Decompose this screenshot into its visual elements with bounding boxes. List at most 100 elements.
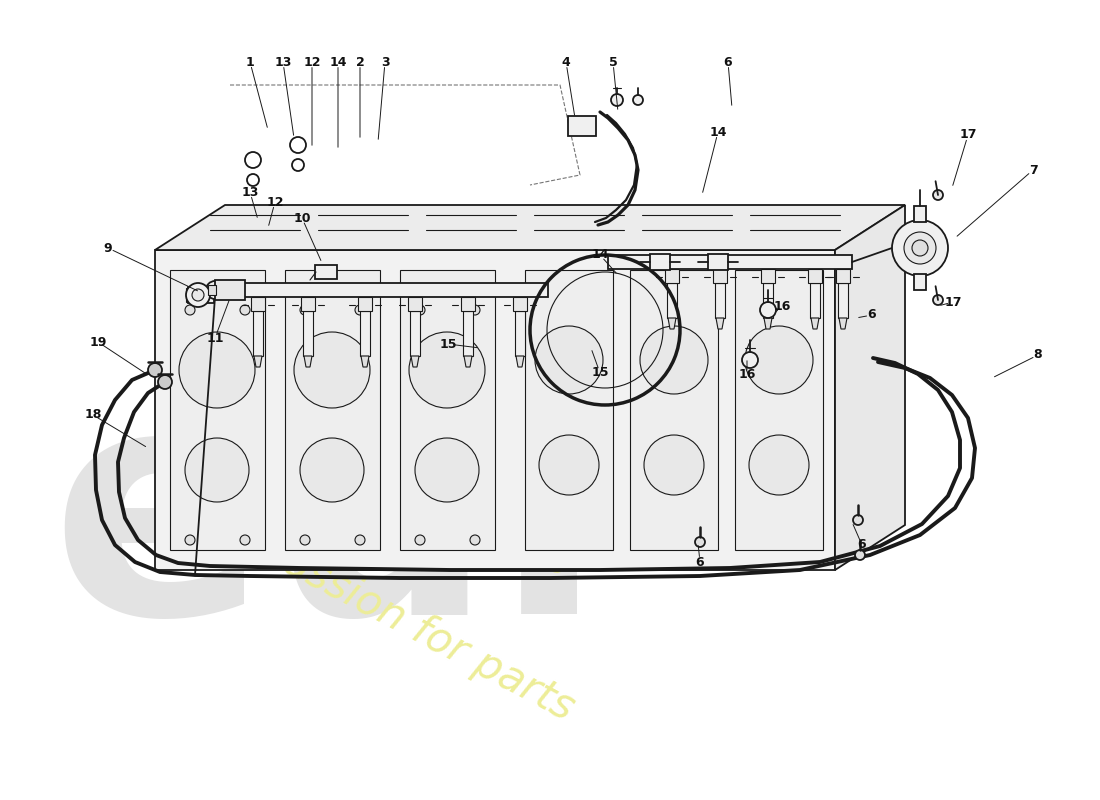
Circle shape xyxy=(294,332,370,408)
Text: 16: 16 xyxy=(738,369,756,382)
Circle shape xyxy=(415,438,478,502)
Circle shape xyxy=(892,220,948,276)
Circle shape xyxy=(355,535,365,545)
Text: 13: 13 xyxy=(274,55,292,69)
Text: 5: 5 xyxy=(608,55,617,69)
Bar xyxy=(400,270,495,550)
Circle shape xyxy=(192,289,204,301)
Polygon shape xyxy=(668,318,676,329)
Circle shape xyxy=(470,535,480,545)
Bar xyxy=(410,311,420,356)
Bar xyxy=(515,311,525,356)
Text: 6: 6 xyxy=(724,55,733,69)
Bar xyxy=(708,254,728,270)
Polygon shape xyxy=(835,205,905,570)
Circle shape xyxy=(855,550,865,560)
Bar xyxy=(461,297,475,311)
Circle shape xyxy=(300,535,310,545)
Circle shape xyxy=(912,240,928,256)
Bar xyxy=(650,254,670,270)
Bar xyxy=(463,311,473,356)
Circle shape xyxy=(248,174,258,186)
Text: 4: 4 xyxy=(562,55,571,69)
Bar xyxy=(315,265,337,279)
Bar xyxy=(170,270,265,550)
Text: 2: 2 xyxy=(355,55,364,69)
Text: 6: 6 xyxy=(695,555,704,569)
Circle shape xyxy=(640,326,708,394)
Bar xyxy=(253,311,263,356)
Text: 6: 6 xyxy=(868,309,877,322)
Circle shape xyxy=(292,159,304,171)
Text: 13: 13 xyxy=(241,186,258,198)
Circle shape xyxy=(933,295,943,305)
Circle shape xyxy=(300,305,310,315)
Bar xyxy=(608,255,852,269)
Text: 11: 11 xyxy=(207,331,223,345)
Polygon shape xyxy=(155,250,835,570)
Bar xyxy=(836,269,850,283)
Circle shape xyxy=(470,305,480,315)
Circle shape xyxy=(206,281,224,299)
Circle shape xyxy=(695,537,705,547)
Circle shape xyxy=(240,535,250,545)
Circle shape xyxy=(185,438,249,502)
Bar xyxy=(715,283,725,318)
Circle shape xyxy=(644,435,704,495)
Bar xyxy=(525,270,613,550)
Text: 15: 15 xyxy=(439,338,456,350)
Circle shape xyxy=(409,332,485,408)
Circle shape xyxy=(610,94,623,106)
Polygon shape xyxy=(516,356,524,367)
Bar xyxy=(735,270,823,550)
Circle shape xyxy=(300,438,364,502)
Polygon shape xyxy=(811,318,819,329)
Bar xyxy=(188,287,214,303)
Circle shape xyxy=(211,286,219,294)
Text: a passion for parts: a passion for parts xyxy=(219,510,581,730)
Bar xyxy=(360,311,370,356)
Circle shape xyxy=(933,190,943,200)
Circle shape xyxy=(632,95,644,105)
Text: 18: 18 xyxy=(85,409,101,422)
Circle shape xyxy=(749,435,808,495)
Text: 14: 14 xyxy=(329,55,346,69)
Bar xyxy=(838,283,848,318)
Bar xyxy=(914,274,926,290)
Bar xyxy=(186,288,198,302)
Polygon shape xyxy=(361,356,368,367)
Text: 17: 17 xyxy=(944,295,961,309)
Circle shape xyxy=(148,363,162,377)
Polygon shape xyxy=(716,318,724,329)
Bar xyxy=(808,269,822,283)
Bar xyxy=(761,269,776,283)
Circle shape xyxy=(904,232,936,264)
Polygon shape xyxy=(155,205,905,250)
Bar xyxy=(214,283,548,297)
Bar xyxy=(208,285,216,295)
Text: 14: 14 xyxy=(710,126,727,138)
Circle shape xyxy=(185,535,195,545)
Text: 12: 12 xyxy=(304,55,321,69)
Text: 10: 10 xyxy=(294,211,310,225)
Polygon shape xyxy=(839,318,847,329)
Circle shape xyxy=(742,352,758,368)
Bar xyxy=(667,283,676,318)
Bar xyxy=(285,270,380,550)
Circle shape xyxy=(355,305,365,315)
Text: 16: 16 xyxy=(773,301,791,314)
Bar xyxy=(513,297,527,311)
Text: 17: 17 xyxy=(959,129,977,142)
Bar xyxy=(763,283,773,318)
Text: 19: 19 xyxy=(89,335,107,349)
Circle shape xyxy=(852,515,864,525)
Circle shape xyxy=(539,435,600,495)
Circle shape xyxy=(290,137,306,153)
Text: 8: 8 xyxy=(1034,349,1043,362)
Circle shape xyxy=(158,375,172,389)
Circle shape xyxy=(186,283,210,307)
Text: 7: 7 xyxy=(1028,163,1037,177)
Bar xyxy=(914,206,926,222)
Text: 1: 1 xyxy=(245,55,254,69)
Circle shape xyxy=(245,152,261,168)
